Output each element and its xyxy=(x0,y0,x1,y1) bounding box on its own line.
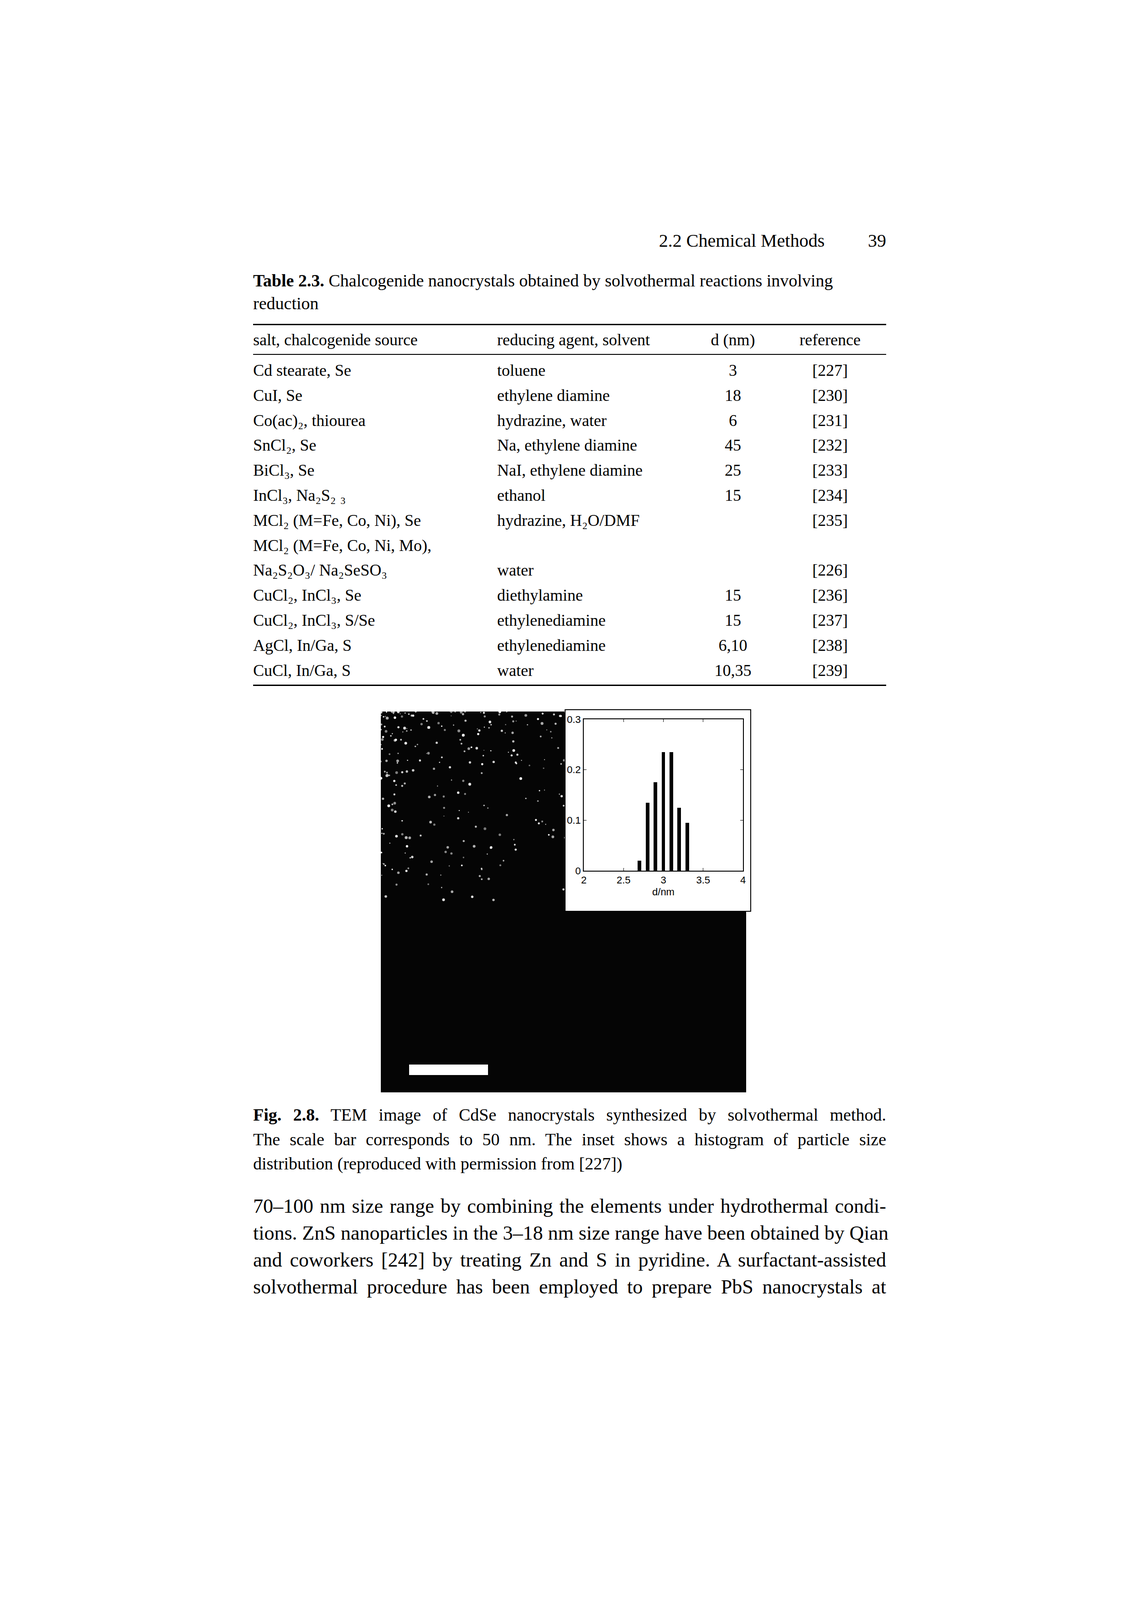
html-text:Na, ethylene diamine: Na, ethylene diamine xyxy=(497,436,638,455)
html-text:10,35: 10,35 xyxy=(714,661,752,680)
html-text:Co(ac)₂, thiourea: Co(ac)₂, thiourea xyxy=(253,411,366,430)
svg-text:2: 2 xyxy=(581,874,587,886)
html-text:[236]: [236] xyxy=(812,586,848,605)
html-text:distribution (reproduced with: distribution (reproduced with permission… xyxy=(253,1154,623,1174)
html-text:water: water xyxy=(497,661,534,680)
html-text:[231]: [231] xyxy=(812,411,848,430)
html-text:[237]: [237] xyxy=(812,611,848,630)
html-text:hydrazine, water: hydrazine, water xyxy=(497,411,607,430)
html-text:toluene: toluene xyxy=(497,361,546,380)
svg-text:0: 0 xyxy=(575,865,581,877)
svg-text:0.2: 0.2 xyxy=(566,763,582,776)
html-text:6,10: 6,10 xyxy=(718,636,748,655)
html-text:15: 15 xyxy=(724,611,742,630)
svg-text:2.5: 2.5 xyxy=(616,874,631,886)
svg-text:3.5: 3.5 xyxy=(695,874,711,886)
html-text:ethanol: ethanol xyxy=(497,486,546,505)
html-text:ethylenediamine: ethylenediamine xyxy=(497,636,606,655)
html-text:d (nm): d (nm) xyxy=(710,330,756,349)
svg-text:0.3: 0.3 xyxy=(566,713,582,726)
html-text:CuCl₂, InCl₃, S/Se: CuCl₂, InCl₃, S/Se xyxy=(253,611,375,630)
html-text:and coworkers [242] by treatin: and coworkers [242] by treating Zn and S… xyxy=(253,1248,887,1272)
html-text:AgCl, In/Ga, S: AgCl, In/Ga, S xyxy=(253,636,352,655)
svg-text:3: 3 xyxy=(660,874,666,886)
html-text:diethylamine: diethylamine xyxy=(497,586,583,605)
html-text:Na₂S₂O₃/ Na₂SeSO₃: Na₂S₂O₃/ Na₂SeSO₃ xyxy=(253,561,388,580)
html-text:ethylenediamine: ethylenediamine xyxy=(497,611,606,630)
html-text:[235]: [235] xyxy=(812,511,848,530)
html-text:reducing agent, solvent: reducing agent, solvent xyxy=(497,330,650,349)
html-text:[232]: [232] xyxy=(812,436,848,455)
svg-text:d/nm: d/nm xyxy=(652,886,675,898)
html-text:18: 18 xyxy=(724,386,742,405)
html-text:reduction: reduction xyxy=(253,293,319,313)
html-text:CuCl₂, InCl₃, Se: CuCl₂, InCl₃, Se xyxy=(253,586,362,605)
html-text:39: 39 xyxy=(867,230,887,251)
html-text:2.2 Chemical Methods: 2.2 Chemical Methods xyxy=(658,230,825,251)
html-text:hydrazine, H₂O/DMF: hydrazine, H₂O/DMF xyxy=(497,511,640,530)
html-text:[238]: [238] xyxy=(812,636,848,655)
html-text:15: 15 xyxy=(724,586,742,605)
html-text:ethylene diamine: ethylene diamine xyxy=(497,386,610,405)
html-text:70–100 nm size range by combin: 70–100 nm size range by combining the el… xyxy=(253,1194,887,1218)
html-text:[234]: [234] xyxy=(812,486,848,505)
html-text:3: 3 xyxy=(728,361,738,380)
html-text:salt, chalcogenide source: salt, chalcogenide source xyxy=(253,330,418,349)
html-text:SnCl₂, Se: SnCl₂, Se xyxy=(253,436,317,455)
html-text:6: 6 xyxy=(728,411,738,430)
html-text:CuI, Se: CuI, Se xyxy=(253,386,303,405)
html-text:water: water xyxy=(497,561,534,580)
html-text:[227]: [227] xyxy=(812,361,848,380)
svg-text:0.1: 0.1 xyxy=(566,814,582,826)
svg-text:4: 4 xyxy=(740,874,746,886)
html-text:45: 45 xyxy=(724,436,742,455)
html-text:BiCl₃, Se: BiCl₃, Se xyxy=(253,461,315,480)
html-text:solvothermal procedure has bee: solvothermal procedure has been employed… xyxy=(253,1275,887,1299)
html-text:CuCl, In/Ga, S: CuCl, In/Ga, S xyxy=(253,661,351,680)
html-text:reference: reference xyxy=(799,330,861,349)
html-text:MCl₂ (M=Fe, Co, Ni, Mo),: MCl₂ (M=Fe, Co, Ni, Mo), xyxy=(253,536,432,555)
html-text:[230]: [230] xyxy=(812,386,848,405)
html-text:[233]: [233] xyxy=(812,461,848,480)
html-text:[239]: [239] xyxy=(812,661,848,680)
html-text:[226]: [226] xyxy=(812,561,848,580)
html-text:Table 2.3. Chalcogenide nanocr: Table 2.3. Chalcogenide nanocrystals obt… xyxy=(253,270,833,291)
html-text:Cd stearate, Se: Cd stearate, Se xyxy=(253,361,352,380)
html-text:The scale bar corresponds to 5: The scale bar corresponds to 50 nm. The … xyxy=(253,1129,887,1149)
html-text:15: 15 xyxy=(724,486,742,505)
html-text:InCl₃, Na₂S₂ ₃: InCl₃, Na₂S₂ ₃ xyxy=(253,486,346,505)
html-text:25: 25 xyxy=(724,461,742,480)
html-text:tions. ZnS nanoparticles in th: tions. ZnS nanoparticles in the 3–18 nm … xyxy=(253,1221,889,1245)
html-text:MCl₂ (M=Fe, Co, Ni), Se: MCl₂ (M=Fe, Co, Ni), Se xyxy=(253,511,421,530)
html-text:Fig. 2.8. TEM image of CdSe na: Fig. 2.8. TEM image of CdSe nanocrystals… xyxy=(253,1105,887,1125)
html-text:NaI, ethylene diamine: NaI, ethylene diamine xyxy=(497,461,643,480)
